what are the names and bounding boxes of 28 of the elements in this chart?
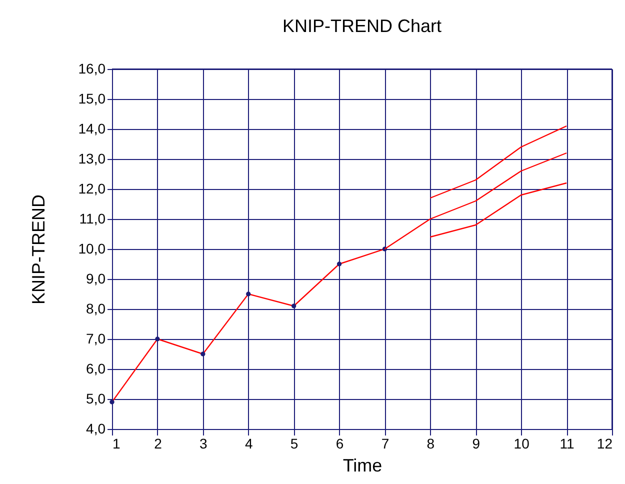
y-tick-label: 15,0 (78, 90, 106, 106)
chart-title: KNIP-TREND Chart (282, 16, 442, 36)
y-axis-title: KNIP-TREND (28, 194, 48, 305)
y-tick-label: 5,0 (86, 390, 106, 406)
y-tick-label: 6,0 (86, 360, 106, 376)
x-tick-label: 3 (200, 436, 208, 452)
y-tick-label: 13,0 (78, 150, 106, 166)
y-tick-label: 10,0 (78, 240, 106, 256)
x-tick-label: 10 (514, 436, 530, 452)
y-tick-label: 8,0 (86, 300, 106, 316)
y-tick-label: 16,0 (78, 60, 106, 76)
y-tick-label: 11,0 (79, 210, 106, 226)
x-tick-label: 7 (381, 436, 390, 452)
y-tick-label: 12,0 (78, 180, 106, 196)
x-tick-label: 1 (112, 436, 120, 452)
x-tick-label: 12 (596, 436, 613, 452)
y-tick-label: 9,0 (86, 270, 106, 286)
x-tick-label: 11 (560, 436, 575, 452)
x-axis-title: Time (342, 456, 382, 476)
x-tick-label: 5 (290, 436, 298, 452)
y-tick-label: 7,0 (86, 330, 106, 346)
y-tick-label: 4,0 (86, 420, 106, 436)
x-tick-label: 6 (336, 436, 344, 452)
x-tick-label: 4 (244, 436, 253, 452)
x-tick-label: 2 (154, 436, 162, 452)
x-tick-label: 8 (426, 436, 435, 452)
y-tick-label: 14,0 (78, 120, 106, 136)
x-tick-label: 9 (472, 436, 480, 452)
